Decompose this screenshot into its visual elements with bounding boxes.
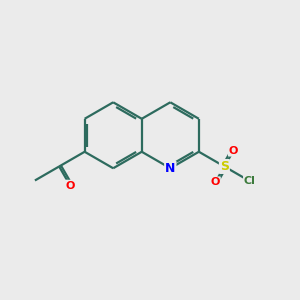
Text: O: O: [211, 177, 220, 187]
Text: O: O: [65, 181, 75, 190]
Text: O: O: [229, 146, 238, 156]
Text: N: N: [165, 162, 175, 175]
Text: S: S: [220, 160, 229, 173]
Text: Cl: Cl: [244, 176, 256, 186]
